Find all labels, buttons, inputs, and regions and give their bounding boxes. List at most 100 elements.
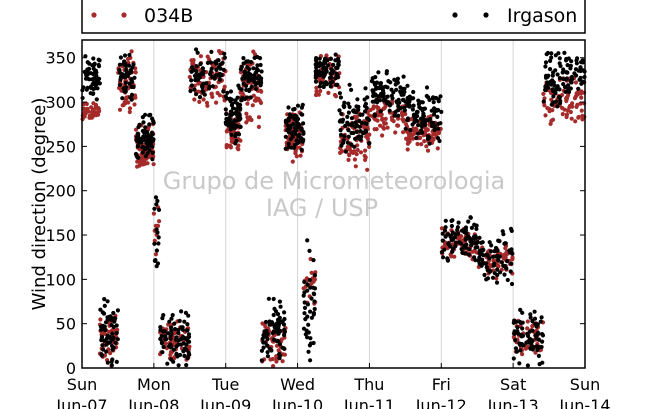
point-Irgason <box>372 113 377 118</box>
point-Irgason <box>122 59 127 64</box>
point-034B <box>244 111 249 116</box>
point-Irgason <box>182 353 187 358</box>
point-034B <box>256 115 262 120</box>
point-Irgason <box>574 58 579 63</box>
point-Irgason <box>158 325 163 330</box>
legend-marker <box>121 12 127 18</box>
point-Irgason <box>339 111 344 116</box>
point-Irgason <box>529 343 534 348</box>
point-Irgason <box>474 226 479 231</box>
point-Irgason <box>504 266 509 271</box>
point-Irgason <box>351 108 356 113</box>
point-Irgason <box>403 126 408 131</box>
point-Irgason <box>207 86 212 91</box>
point-Irgason <box>480 260 485 265</box>
point-Irgason <box>525 363 531 368</box>
point-Irgason <box>283 120 288 125</box>
point-Irgason <box>122 75 128 80</box>
point-Irgason <box>415 131 421 136</box>
point-Irgason <box>184 363 189 368</box>
point-Irgason <box>336 59 341 64</box>
point-Irgason <box>362 103 368 109</box>
point-034B <box>367 132 372 137</box>
point-Irgason <box>163 337 168 342</box>
point-Irgason <box>346 134 351 139</box>
point-Irgason <box>136 131 141 136</box>
point-Irgason <box>99 352 104 357</box>
point-Irgason <box>233 100 238 105</box>
point-Irgason <box>484 252 489 257</box>
point-Irgason <box>334 82 339 88</box>
point-Irgason <box>578 65 583 70</box>
point-Irgason <box>186 334 192 339</box>
point-Irgason <box>178 342 184 347</box>
point-Irgason <box>328 56 333 62</box>
point-Irgason <box>569 74 575 80</box>
point-Irgason <box>436 126 441 131</box>
point-Irgason <box>357 124 362 129</box>
point-Irgason <box>101 311 107 316</box>
point-Irgason <box>314 70 319 75</box>
point-034B <box>133 127 139 132</box>
point-Irgason <box>200 88 205 94</box>
point-Irgason <box>271 296 276 302</box>
point-034B <box>419 142 424 147</box>
y-axis-label: Wind direction (degree) <box>29 98 50 311</box>
point-Irgason <box>143 134 149 139</box>
x-tick-label-day: Sun <box>570 375 600 394</box>
point-034B <box>431 136 436 141</box>
point-Irgason <box>275 338 280 343</box>
point-Irgason <box>578 68 583 74</box>
point-Irgason <box>102 297 107 302</box>
point-Irgason <box>94 79 99 84</box>
point-Irgason <box>242 69 247 74</box>
point-034B <box>520 352 525 357</box>
point-034B <box>197 99 202 104</box>
point-Irgason <box>123 80 128 85</box>
point-Irgason <box>156 235 161 240</box>
point-Irgason <box>328 84 333 89</box>
x-tick-label-date: Jun-13 <box>487 396 539 409</box>
point-Irgason <box>551 100 556 105</box>
point-Irgason <box>102 303 107 308</box>
point-Irgason <box>501 232 506 237</box>
point-Irgason <box>463 245 469 250</box>
point-Irgason <box>453 232 458 237</box>
point-Irgason <box>363 86 368 91</box>
point-Irgason <box>487 269 492 274</box>
point-Irgason <box>87 66 92 71</box>
point-034B <box>238 70 243 75</box>
point-Irgason <box>246 78 251 84</box>
point-Irgason <box>249 84 254 89</box>
point-Irgason <box>140 128 145 134</box>
point-034B <box>229 137 234 142</box>
point-Irgason <box>353 136 358 141</box>
point-Irgason <box>286 145 291 150</box>
point-034B <box>168 352 173 357</box>
point-Irgason <box>147 141 152 146</box>
point-Irgason <box>548 79 553 84</box>
point-Irgason <box>141 120 146 125</box>
point-034B <box>496 264 501 269</box>
point-Irgason <box>425 134 430 139</box>
point-Irgason <box>439 109 444 114</box>
point-Irgason <box>557 56 562 61</box>
point-Irgason <box>349 130 354 136</box>
point-Irgason <box>511 356 516 361</box>
point-Irgason <box>551 80 557 85</box>
point-Irgason <box>150 132 155 137</box>
point-Irgason <box>311 285 316 290</box>
point-Irgason <box>337 119 342 124</box>
point-Irgason <box>561 77 566 82</box>
point-Irgason <box>155 198 160 204</box>
point-Irgason <box>266 296 271 301</box>
point-Irgason <box>349 87 354 92</box>
point-Irgason <box>124 85 129 90</box>
point-Irgason <box>556 51 561 56</box>
point-034B <box>339 149 345 154</box>
point-034B <box>382 105 387 111</box>
point-Irgason <box>292 113 297 118</box>
point-Irgason <box>161 344 166 350</box>
series-Irgason <box>80 47 587 368</box>
point-Irgason <box>490 275 496 280</box>
